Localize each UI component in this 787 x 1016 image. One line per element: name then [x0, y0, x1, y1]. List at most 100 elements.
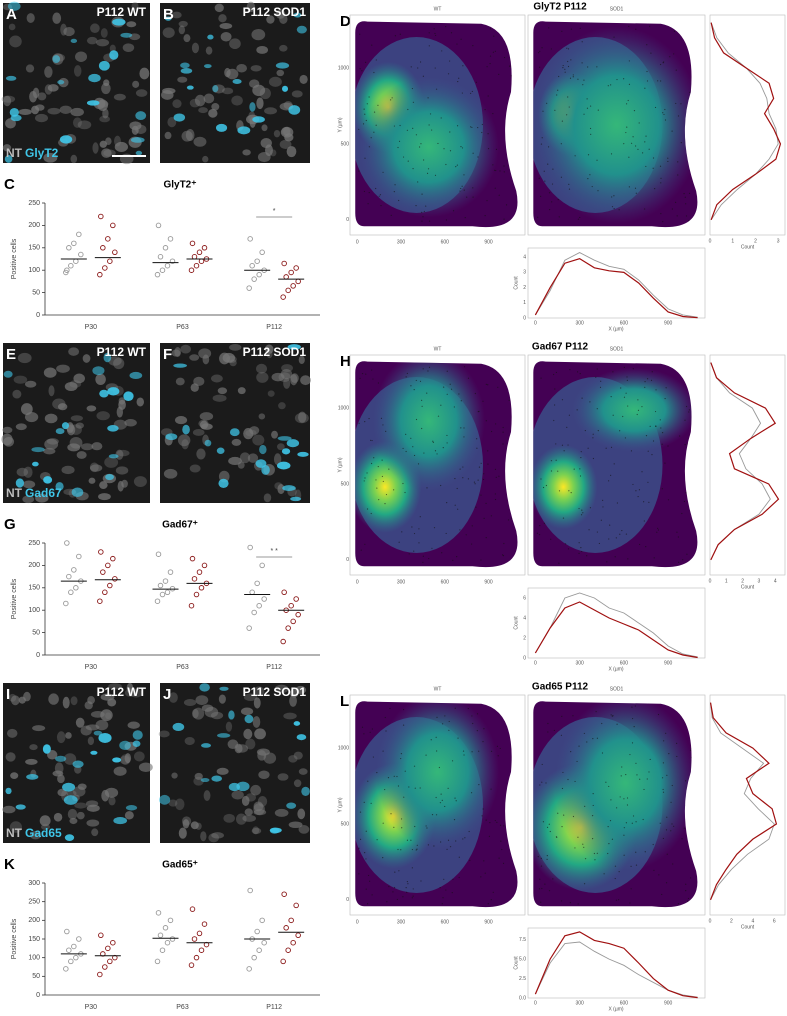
cell [239, 452, 251, 464]
x-tick-label: 4 [774, 578, 777, 584]
cell-dot [537, 856, 539, 858]
data-point [98, 932, 104, 939]
cell-dot [369, 880, 371, 882]
cell [100, 693, 115, 701]
y-tick-label: 500 [341, 481, 350, 487]
cell-dot [626, 804, 629, 806]
cell [237, 461, 245, 469]
y-tick-label: 4 [523, 615, 526, 621]
cell-dot [546, 855, 548, 857]
y-tick-label: 0 [36, 992, 40, 999]
cell-dot [434, 450, 437, 452]
cell-dot [484, 872, 486, 874]
x-axis-label: Count [741, 584, 755, 590]
cell-dot [460, 187, 462, 190]
cell-dot [426, 827, 428, 829]
cell-dot [447, 73, 450, 75]
cell-dot [668, 753, 670, 755]
cell-dot [477, 126, 479, 129]
cell-dot [379, 194, 382, 196]
cell-dot [664, 108, 666, 111]
cell-dot [635, 864, 638, 866]
data-point [162, 245, 169, 251]
stained-cell [201, 743, 212, 748]
cell-dot [377, 382, 380, 384]
cell [122, 43, 135, 52]
x-axis-label: Count [741, 244, 755, 250]
cell-dot [370, 137, 372, 139]
cell-dot [558, 562, 560, 564]
cell-dot [555, 459, 557, 461]
cell-dot [428, 557, 430, 560]
cell-dot [406, 891, 408, 893]
cell-dot [441, 903, 443, 905]
cell-dot [611, 838, 614, 840]
cell [284, 133, 294, 142]
cell-dot [370, 512, 372, 515]
panel-letter: H [340, 353, 351, 370]
cell-dot [358, 170, 360, 172]
cell-dot [654, 106, 657, 109]
cell [250, 784, 262, 796]
y-axis-label: Count [513, 276, 519, 290]
cell-dot [564, 68, 566, 70]
stained-cell [92, 366, 105, 376]
cell-dot [441, 799, 443, 801]
cell-dot [482, 741, 484, 743]
cell-dot [471, 126, 473, 129]
cell-dot [467, 478, 469, 480]
cell-dot [435, 814, 438, 816]
stained-cell [31, 447, 45, 453]
cell-dot [626, 797, 629, 799]
stained-cell [113, 817, 128, 825]
cell-dot [456, 125, 459, 127]
cell-dot [464, 837, 466, 839]
cell [13, 375, 28, 384]
cell-dot [417, 181, 419, 183]
data-point [189, 906, 196, 912]
cell [12, 389, 22, 399]
cell-dot [607, 85, 609, 87]
cell-dot [557, 470, 559, 472]
data-point [167, 236, 174, 242]
cell-dot [621, 766, 623, 768]
data-point [71, 943, 77, 950]
cell-dot [498, 73, 500, 75]
cell-dot [390, 99, 392, 101]
cell-dot [416, 844, 418, 846]
stained-cell [55, 482, 64, 491]
cell-dot [463, 174, 465, 176]
cell [113, 93, 126, 101]
cell-dot [608, 538, 610, 540]
cell-dot [541, 763, 543, 766]
cell-dot [567, 548, 570, 550]
density-curve [710, 362, 771, 561]
y-tick-label: 200 [28, 562, 40, 569]
cell-dot [632, 483, 634, 486]
y-tick-label: 0 [346, 217, 349, 223]
cell [221, 87, 234, 95]
cell-dot [447, 787, 449, 789]
data-point [73, 258, 79, 264]
stained-cell [216, 447, 225, 454]
data-point [76, 231, 82, 238]
cell-dot [662, 837, 665, 840]
cell-dot [410, 66, 412, 68]
x-tick-label: 0 [356, 239, 359, 245]
cell [242, 814, 256, 822]
cell-dot [411, 848, 414, 851]
cell [44, 84, 53, 95]
cell-dot [577, 78, 579, 80]
x-tick-label: 3 [777, 238, 780, 244]
cell-dot [393, 775, 395, 777]
cell-dot [402, 447, 404, 450]
cell-dot [487, 148, 490, 150]
cell-dot [618, 871, 620, 873]
cell-dot [583, 883, 586, 885]
stain-label: GlyT2 [25, 146, 59, 160]
cell-dot [677, 903, 680, 905]
cell-dot [625, 533, 628, 535]
map-header: SOD1 [610, 346, 624, 352]
cell-dot [371, 728, 373, 730]
x-tick-label: 900 [664, 660, 673, 666]
